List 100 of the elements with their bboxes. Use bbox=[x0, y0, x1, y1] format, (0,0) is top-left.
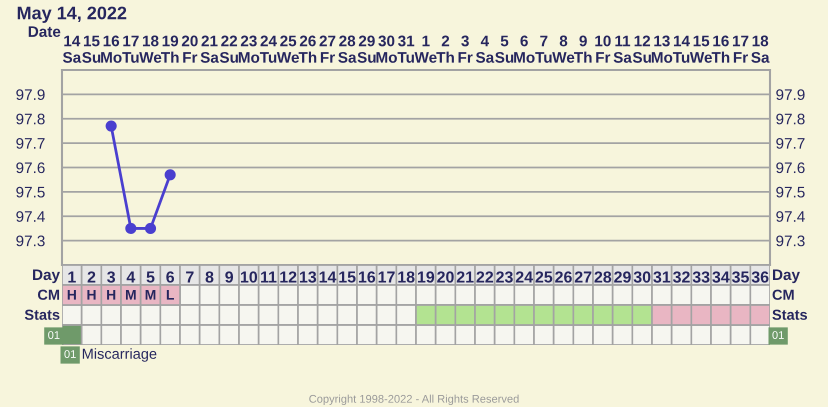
y-tick-label: 97.3 bbox=[16, 235, 45, 246]
x-tick-label: 27 Fr bbox=[320, 36, 336, 63]
x-tick-label: 31 Tu bbox=[398, 36, 414, 63]
x-tick-label: 1 bbox=[68, 272, 76, 283]
x-tick-label: 20 bbox=[437, 271, 454, 283]
x-tick-label: 2 bbox=[88, 271, 96, 283]
y-tick-label: 97.6 bbox=[16, 162, 45, 174]
x-tick-label: 8 We bbox=[552, 36, 574, 63]
x-tick-label: 2 Th bbox=[436, 36, 454, 63]
x-tick-label: 36 bbox=[752, 271, 768, 283]
x-tick-label: 16 Th bbox=[712, 36, 730, 63]
x-tick-label: 5 Su bbox=[495, 36, 514, 63]
x-tick-label: 21 Sa bbox=[200, 36, 219, 63]
y-tick-label: 01 bbox=[772, 331, 784, 339]
x-tick-label: 3 bbox=[107, 271, 116, 283]
x-tick-label: 4 bbox=[126, 272, 136, 283]
y2-tick-label: Stats bbox=[24, 310, 60, 320]
x-tick-label: 15 bbox=[339, 272, 356, 283]
x-tick-label: 28 Sa bbox=[338, 36, 357, 63]
point bbox=[164, 169, 176, 180]
x-tick-label: 18 We bbox=[139, 36, 162, 63]
x-tick-label: 12 bbox=[280, 271, 296, 283]
point bbox=[106, 120, 117, 132]
x-tick-label: 17 Tu bbox=[122, 36, 139, 63]
x-tick-label: 25 bbox=[536, 271, 552, 283]
x-tick-label: 30 Mo bbox=[376, 36, 397, 63]
x-tick-label: 26 bbox=[555, 271, 572, 283]
x-tick-label: 27 bbox=[574, 271, 592, 283]
text: Miscarriage bbox=[82, 348, 156, 362]
x-tick-label: 13 bbox=[300, 271, 316, 283]
point bbox=[125, 222, 136, 234]
x-tick-label: 30 bbox=[634, 271, 650, 283]
text: H bbox=[68, 290, 76, 300]
text: Copyright 1998-2022 - All Rights Reserved bbox=[309, 394, 519, 405]
x-tick-label: 20 Fr bbox=[182, 36, 198, 63]
x-axis-title: Day bbox=[33, 269, 60, 284]
x-tick-label: 33 bbox=[692, 271, 710, 283]
x-tick-label: 8 bbox=[206, 271, 214, 283]
x-tick-label: 10 bbox=[240, 271, 258, 283]
x-tick-label: 22 bbox=[476, 271, 494, 283]
x-tick-label: 14 Sa bbox=[62, 36, 82, 63]
y-tick-label: CM bbox=[772, 290, 794, 300]
chart-title: May 14, 2022 bbox=[18, 6, 126, 23]
x-tick-label: 21 bbox=[456, 271, 474, 283]
x-tick-label: 15 We bbox=[690, 36, 712, 63]
x-tick-label: 29 Su bbox=[358, 36, 376, 63]
text: M bbox=[126, 290, 136, 300]
x-tick-label: 17 bbox=[378, 272, 395, 283]
x-tick-label: 7 bbox=[186, 272, 194, 283]
y-tick-label: 97.5 bbox=[16, 186, 45, 198]
x-tick-label: 5 bbox=[146, 272, 154, 283]
x-tick-label: 18 Sa bbox=[751, 36, 770, 63]
point bbox=[144, 222, 156, 234]
y2-tick-label: CM bbox=[38, 290, 60, 300]
x-tick-label: 29 bbox=[614, 271, 631, 283]
x-tick-label: 24 bbox=[516, 271, 533, 283]
x-tick-label: 11 Sa bbox=[614, 36, 632, 63]
y-tick-label: 97.9 bbox=[16, 89, 45, 100]
x-tick-label: 34 bbox=[712, 271, 730, 283]
text: Day bbox=[772, 269, 800, 284]
x-tick-label: 23 Mo bbox=[238, 36, 260, 63]
x-tick-label: 24 Tu bbox=[260, 36, 277, 63]
x-tick-label: 14 Tu bbox=[672, 36, 690, 63]
x-tick-label: 6 bbox=[166, 271, 174, 283]
x-tick-label: 6 Mo bbox=[514, 36, 535, 63]
x-axis-title: Date bbox=[28, 26, 60, 37]
x-tick-label: 13 Mo bbox=[652, 36, 672, 63]
x-tick-label: 28 bbox=[594, 271, 612, 283]
x-tick-label: 26 Th bbox=[298, 36, 316, 63]
x-tick-label: 16 Mo bbox=[101, 36, 122, 63]
category-label: 01 bbox=[64, 350, 76, 358]
x-tick-label: 3 Fr bbox=[458, 36, 473, 63]
text: H bbox=[107, 290, 116, 300]
x-tick-label: 4 Sa bbox=[476, 36, 494, 63]
text: M bbox=[146, 290, 156, 300]
x-tick-label: 7 Tu bbox=[535, 36, 552, 63]
text: H bbox=[87, 290, 96, 300]
text: L bbox=[166, 290, 174, 300]
x-tick-label: 10 Fr bbox=[595, 36, 611, 63]
x-tick-label: 32 bbox=[672, 271, 690, 283]
x-tick-label: 19 Th bbox=[161, 36, 179, 63]
x-tick-label: 11 bbox=[261, 272, 276, 283]
y-tick-label: Stats bbox=[772, 310, 808, 320]
x-tick-label: 9 bbox=[225, 271, 234, 283]
x-tick-label: 17 Fr bbox=[732, 36, 748, 63]
x-tick-label: 25 We bbox=[276, 36, 299, 63]
x-tick-label: 35 bbox=[732, 271, 749, 283]
x-tick-label: 31 bbox=[653, 271, 670, 283]
y-tick-label: 97.4 bbox=[16, 211, 45, 222]
x-tick-label: 15 Su bbox=[82, 36, 100, 63]
y-tick-label: 97.8 bbox=[16, 114, 45, 124]
y-tick-label: 97.7 bbox=[16, 138, 45, 149]
x-tick-label: 18 bbox=[398, 271, 415, 283]
x-tick-label: 23 bbox=[496, 271, 513, 283]
y2-tick-label: 01 bbox=[48, 331, 60, 339]
x-tick-label: 12 Su bbox=[632, 36, 651, 63]
x-tick-label: 19 bbox=[418, 271, 434, 283]
x-tick-label: 14 bbox=[320, 272, 336, 283]
x-tick-label: 1 We bbox=[414, 36, 437, 63]
x-tick-label: 22 Su bbox=[220, 36, 238, 63]
